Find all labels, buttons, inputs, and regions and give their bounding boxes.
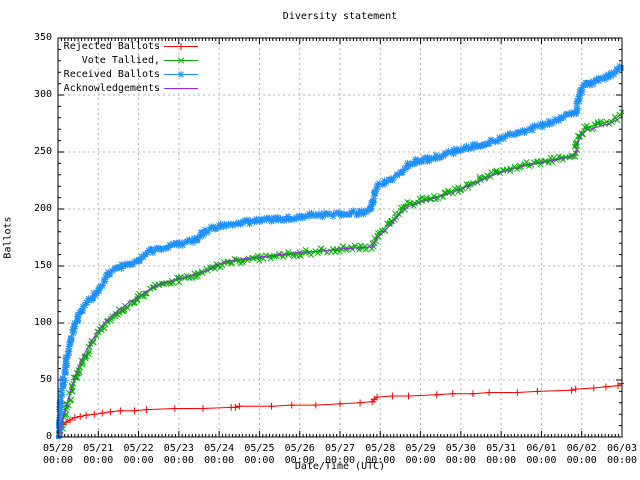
x-tick-label: 05/25 00:00 bbox=[244, 443, 275, 466]
legend-key-icon bbox=[164, 43, 198, 50]
legend-label: Vote Tallied, bbox=[81, 55, 160, 66]
y-tick-label: 0 bbox=[45, 431, 52, 442]
x-tick-label: 05/27 00:00 bbox=[324, 443, 356, 466]
y-tick-label: 200 bbox=[33, 203, 52, 214]
x-tick-label: 05/23 00:00 bbox=[163, 443, 194, 466]
y-tick-label: 100 bbox=[33, 317, 52, 328]
legend-label: Rejected Ballots bbox=[63, 41, 160, 52]
legend-key-icon bbox=[164, 57, 198, 64]
x-tick-label: 05/22 00:00 bbox=[123, 443, 154, 466]
x-tick-label: 05/24 00:00 bbox=[204, 443, 235, 466]
y-tick-label: 150 bbox=[33, 260, 52, 271]
x-tick-label: 05/29 00:00 bbox=[405, 443, 436, 466]
x-tick-label: 05/21 00:00 bbox=[83, 443, 114, 466]
legend-label: Received Ballots bbox=[63, 69, 160, 80]
x-tick-label: 05/26 00:00 bbox=[284, 443, 315, 466]
x-tick-label: 06/03 00:00 bbox=[606, 443, 638, 466]
y-tick-label: 300 bbox=[33, 89, 52, 100]
legend-key-icon bbox=[164, 88, 198, 89]
x-tick-label: 05/31 00:00 bbox=[486, 443, 517, 466]
x-tick-label: 06/02 00:00 bbox=[566, 443, 597, 466]
y-tick-label: 350 bbox=[33, 32, 52, 43]
x-tick-label: 06/01 00:00 bbox=[526, 443, 557, 466]
x-tick-label: 05/28 00:00 bbox=[365, 443, 396, 466]
x-tick-label: 05/30 00:00 bbox=[445, 443, 476, 466]
x-axis-title: Date/Time (UTC) bbox=[294, 461, 386, 472]
x-tick-label: 05/20 00:00 bbox=[42, 443, 74, 466]
legend-label: Acknowledgements bbox=[63, 83, 160, 94]
y-tick-label: 50 bbox=[39, 374, 52, 385]
y-tick-label: 250 bbox=[33, 146, 52, 157]
legend-key-icon bbox=[164, 71, 198, 78]
chart-title: Diversity statement bbox=[282, 11, 398, 22]
